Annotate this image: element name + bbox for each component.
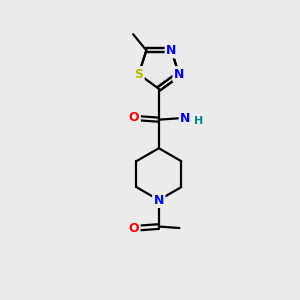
Text: S: S [134,68,143,81]
Text: H: H [194,116,203,126]
Text: O: O [129,111,140,124]
Text: N: N [154,194,164,207]
Text: O: O [128,221,139,235]
Text: N: N [180,112,190,125]
Text: N: N [174,68,184,81]
Text: N: N [166,44,176,57]
